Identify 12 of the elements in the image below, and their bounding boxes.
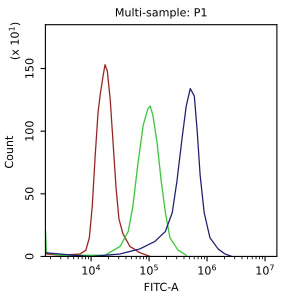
y-tick-label: 50 xyxy=(25,187,34,200)
x-tick-label: 10$^{5}$ xyxy=(140,264,158,275)
x-tick-label: 10$^{6}$ xyxy=(198,264,216,275)
text: (x 10$^{1}$) xyxy=(8,22,20,60)
x-axis-title: FITC-A xyxy=(144,282,179,292)
y-tick-label: 100 xyxy=(25,121,34,141)
x-tick-label: 10$^{4}$ xyxy=(82,264,100,275)
chart-title: Multi-sample: P1 xyxy=(116,8,206,19)
y-tick-label: 0 xyxy=(25,254,34,260)
y-axis-title: Count xyxy=(4,136,14,168)
x-tick-label: 10$^{7}$ xyxy=(256,264,274,275)
y-tick-label: 150 xyxy=(25,58,34,78)
